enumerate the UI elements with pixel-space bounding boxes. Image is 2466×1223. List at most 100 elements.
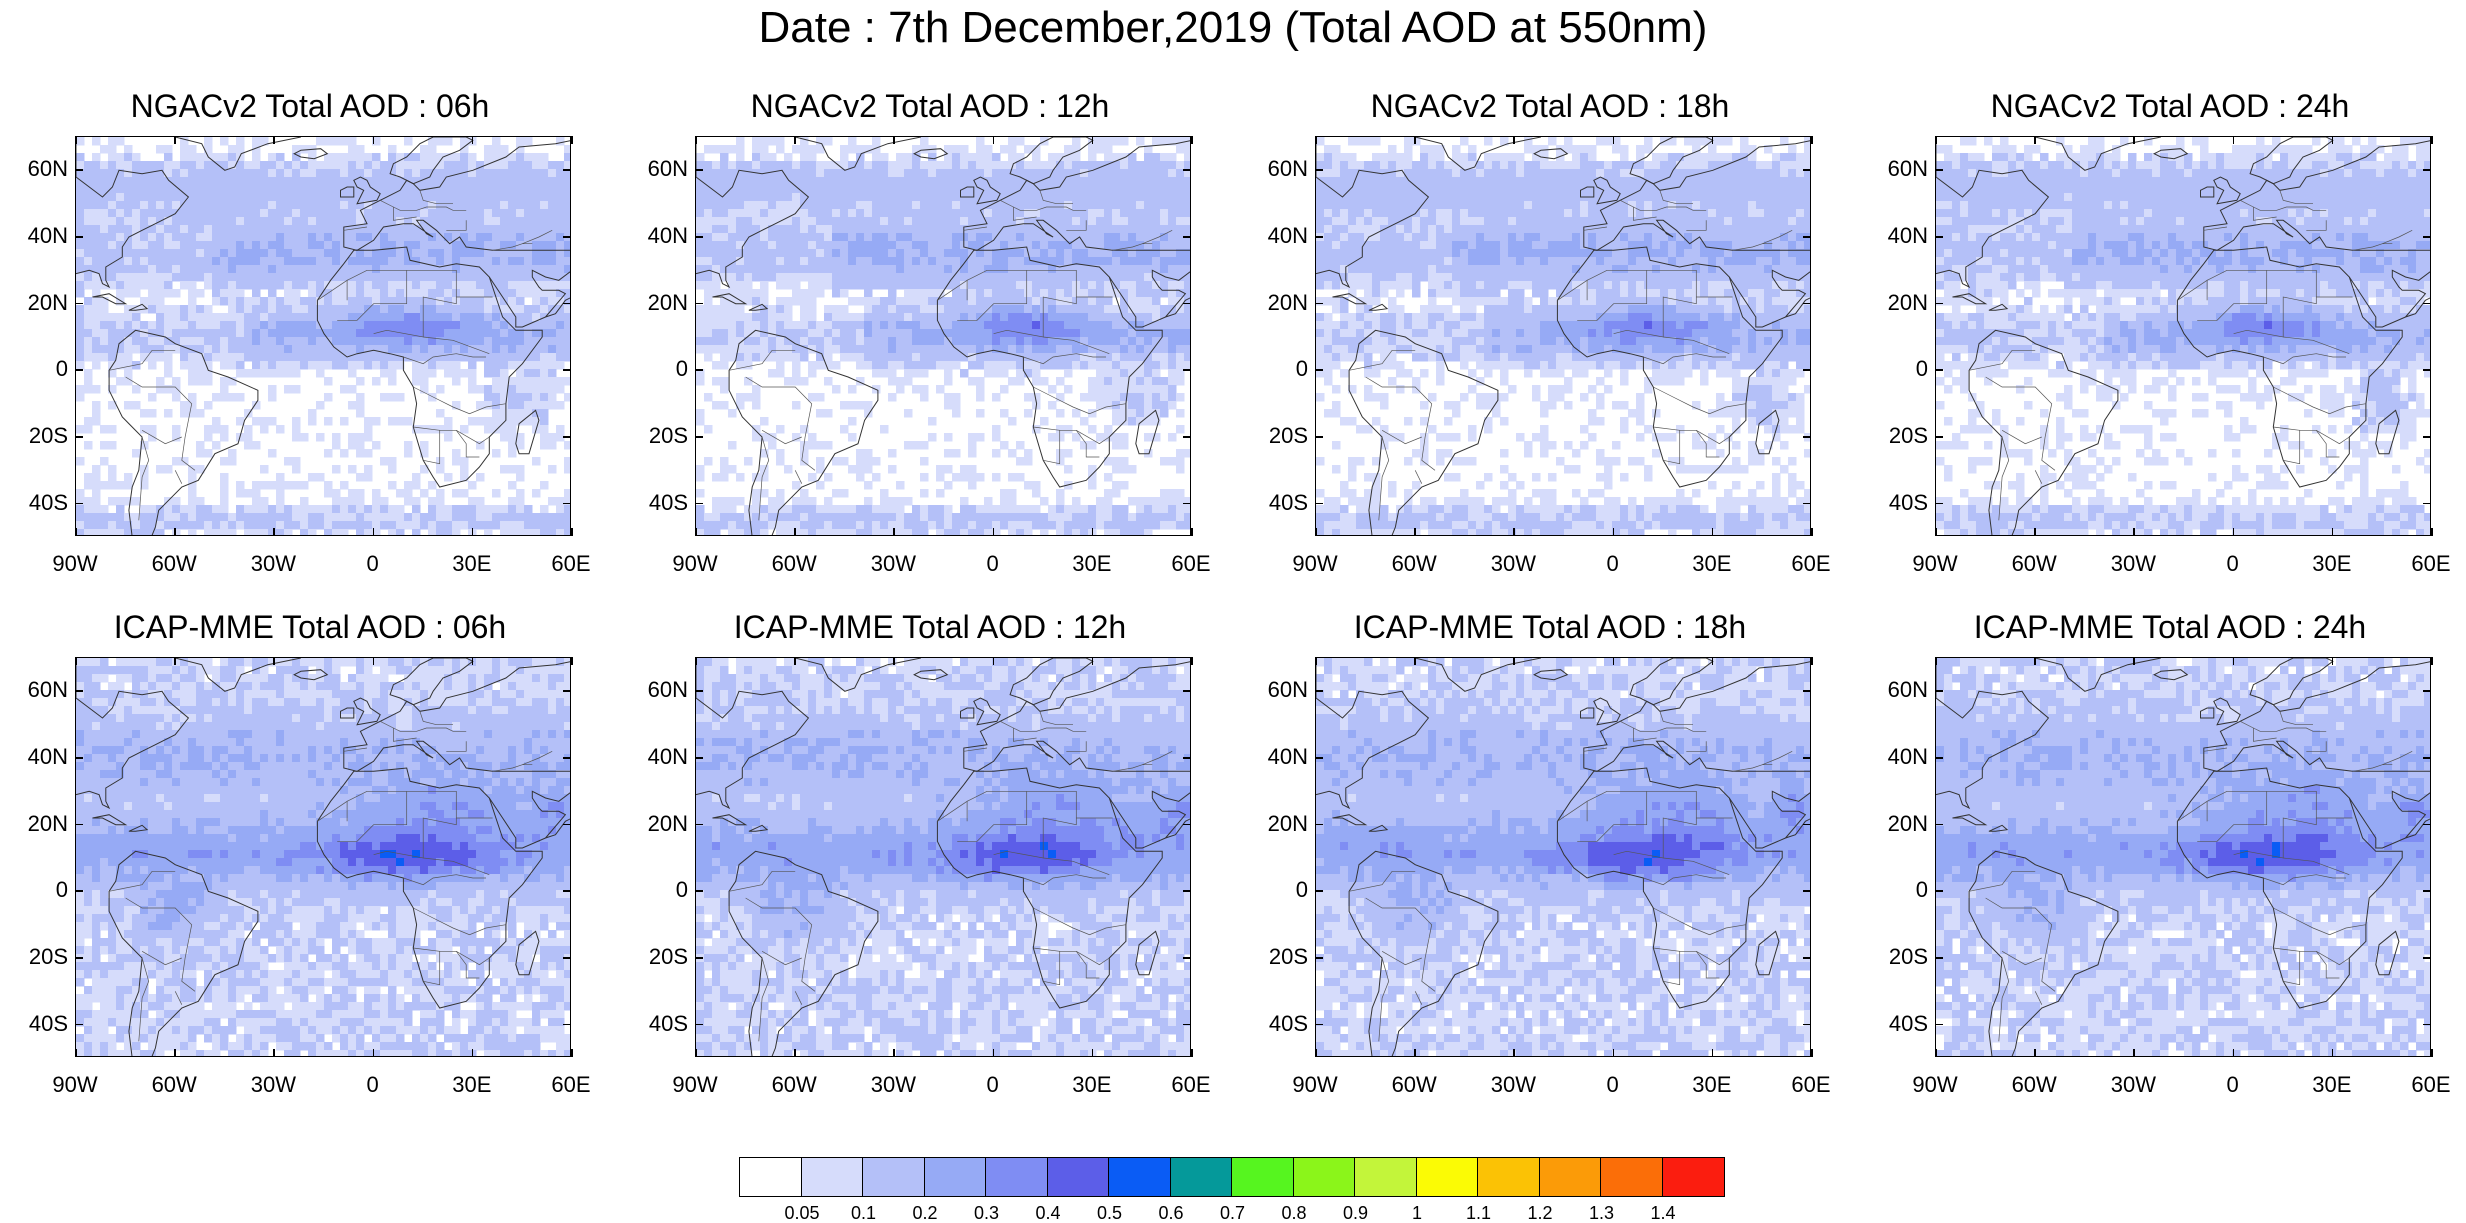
aod-cell [372, 305, 381, 314]
aod-cell [1120, 369, 1129, 378]
aod-cell [984, 521, 993, 530]
aod-cell [744, 353, 753, 362]
aod-cell [976, 233, 985, 242]
aod-cell [816, 481, 825, 490]
aod-cell [188, 145, 197, 154]
aod-cell [952, 449, 961, 458]
aod-cell [428, 393, 437, 402]
aod-cell [1340, 169, 1349, 178]
aod-cell [896, 337, 905, 346]
aod-cell [1548, 137, 1557, 146]
aod-cell [1016, 505, 1025, 514]
aod-cell [784, 377, 793, 386]
aod-cell [1048, 521, 1057, 530]
aod-cell [284, 457, 293, 466]
aod-cell [460, 329, 469, 338]
aod-cell [800, 249, 809, 258]
aod-cell [268, 225, 277, 234]
aod-cell [1176, 305, 1185, 314]
aod-cell [944, 241, 953, 250]
aod-cell [452, 513, 461, 522]
aod-cell [880, 337, 889, 346]
aod-cell [1072, 153, 1081, 162]
aod-cell [712, 249, 721, 258]
aod-cell [420, 305, 429, 314]
aod-cell [556, 329, 565, 338]
aod-cell [396, 281, 405, 290]
aod-cell [1184, 201, 1191, 210]
aod-cell [212, 353, 221, 362]
aod-cell [720, 401, 729, 410]
aod-cell [1024, 353, 1033, 362]
aod-cell [188, 513, 197, 522]
aod-cell [880, 209, 889, 218]
aod-cell [704, 313, 713, 322]
aod-cell [380, 337, 389, 346]
aod-cell [1000, 409, 1009, 418]
aod-cell [1516, 177, 1525, 186]
aod-cell [364, 209, 373, 218]
aod-cell [752, 185, 761, 194]
aod-cell [1032, 321, 1041, 330]
aod-cell [508, 281, 517, 290]
aod-cell [704, 217, 713, 226]
aod-cell [100, 353, 109, 362]
aod-cell [904, 321, 913, 330]
aod-cell [292, 313, 301, 322]
aod-cell [976, 289, 985, 298]
aod-cell [880, 425, 889, 434]
aod-cell [1524, 145, 1533, 154]
aod-cell [220, 393, 229, 402]
aod-cell [952, 161, 961, 170]
aod-cell [100, 513, 109, 522]
aod-cell [880, 153, 889, 162]
aod-cell [1112, 345, 1121, 354]
aod-cell [1176, 241, 1185, 250]
aod-cell [284, 257, 293, 266]
aod-cell [832, 233, 841, 242]
aod-cell [372, 177, 381, 186]
aod-cell [752, 153, 761, 162]
lat-label: 0 [620, 357, 688, 381]
aod-cell [292, 505, 301, 514]
aod-cell [1708, 153, 1717, 162]
aod-cell [212, 217, 221, 226]
aod-cell [308, 281, 317, 290]
aod-cell [180, 329, 189, 338]
aod-cell [484, 361, 493, 370]
aod-cell [172, 169, 181, 178]
aod-cell [1104, 337, 1113, 346]
aod-cell [720, 257, 729, 266]
aod-cell [904, 305, 913, 314]
aod-cell [984, 193, 993, 202]
aod-cell [276, 193, 285, 202]
aod-cell [952, 193, 961, 202]
aod-cell [156, 337, 165, 346]
aod-cell [976, 521, 985, 530]
aod-cell [460, 265, 469, 274]
aod-cell [1160, 409, 1169, 418]
aod-cell [808, 217, 817, 226]
aod-cell [752, 385, 761, 394]
aod-cell [1024, 529, 1033, 536]
aod-cell [904, 225, 913, 234]
aod-cell [252, 353, 261, 362]
aod-cell [736, 193, 745, 202]
aod-cell [968, 289, 977, 298]
aod-cell [1080, 201, 1089, 210]
aod-cell [260, 273, 269, 282]
aod-cell [960, 169, 969, 178]
aod-cell [356, 489, 365, 498]
aod-cell [1032, 513, 1041, 522]
aod-cell [1160, 361, 1169, 370]
aod-cell [880, 313, 889, 322]
aod-cell [1136, 417, 1145, 426]
aod-cell [220, 281, 229, 290]
aod-cell [864, 521, 873, 530]
aod-cell [736, 217, 745, 226]
aod-cell [212, 345, 221, 354]
aod-cell [100, 425, 109, 434]
aod-cell [484, 257, 493, 266]
aod-cell [1136, 209, 1145, 218]
aod-cell [564, 489, 571, 498]
